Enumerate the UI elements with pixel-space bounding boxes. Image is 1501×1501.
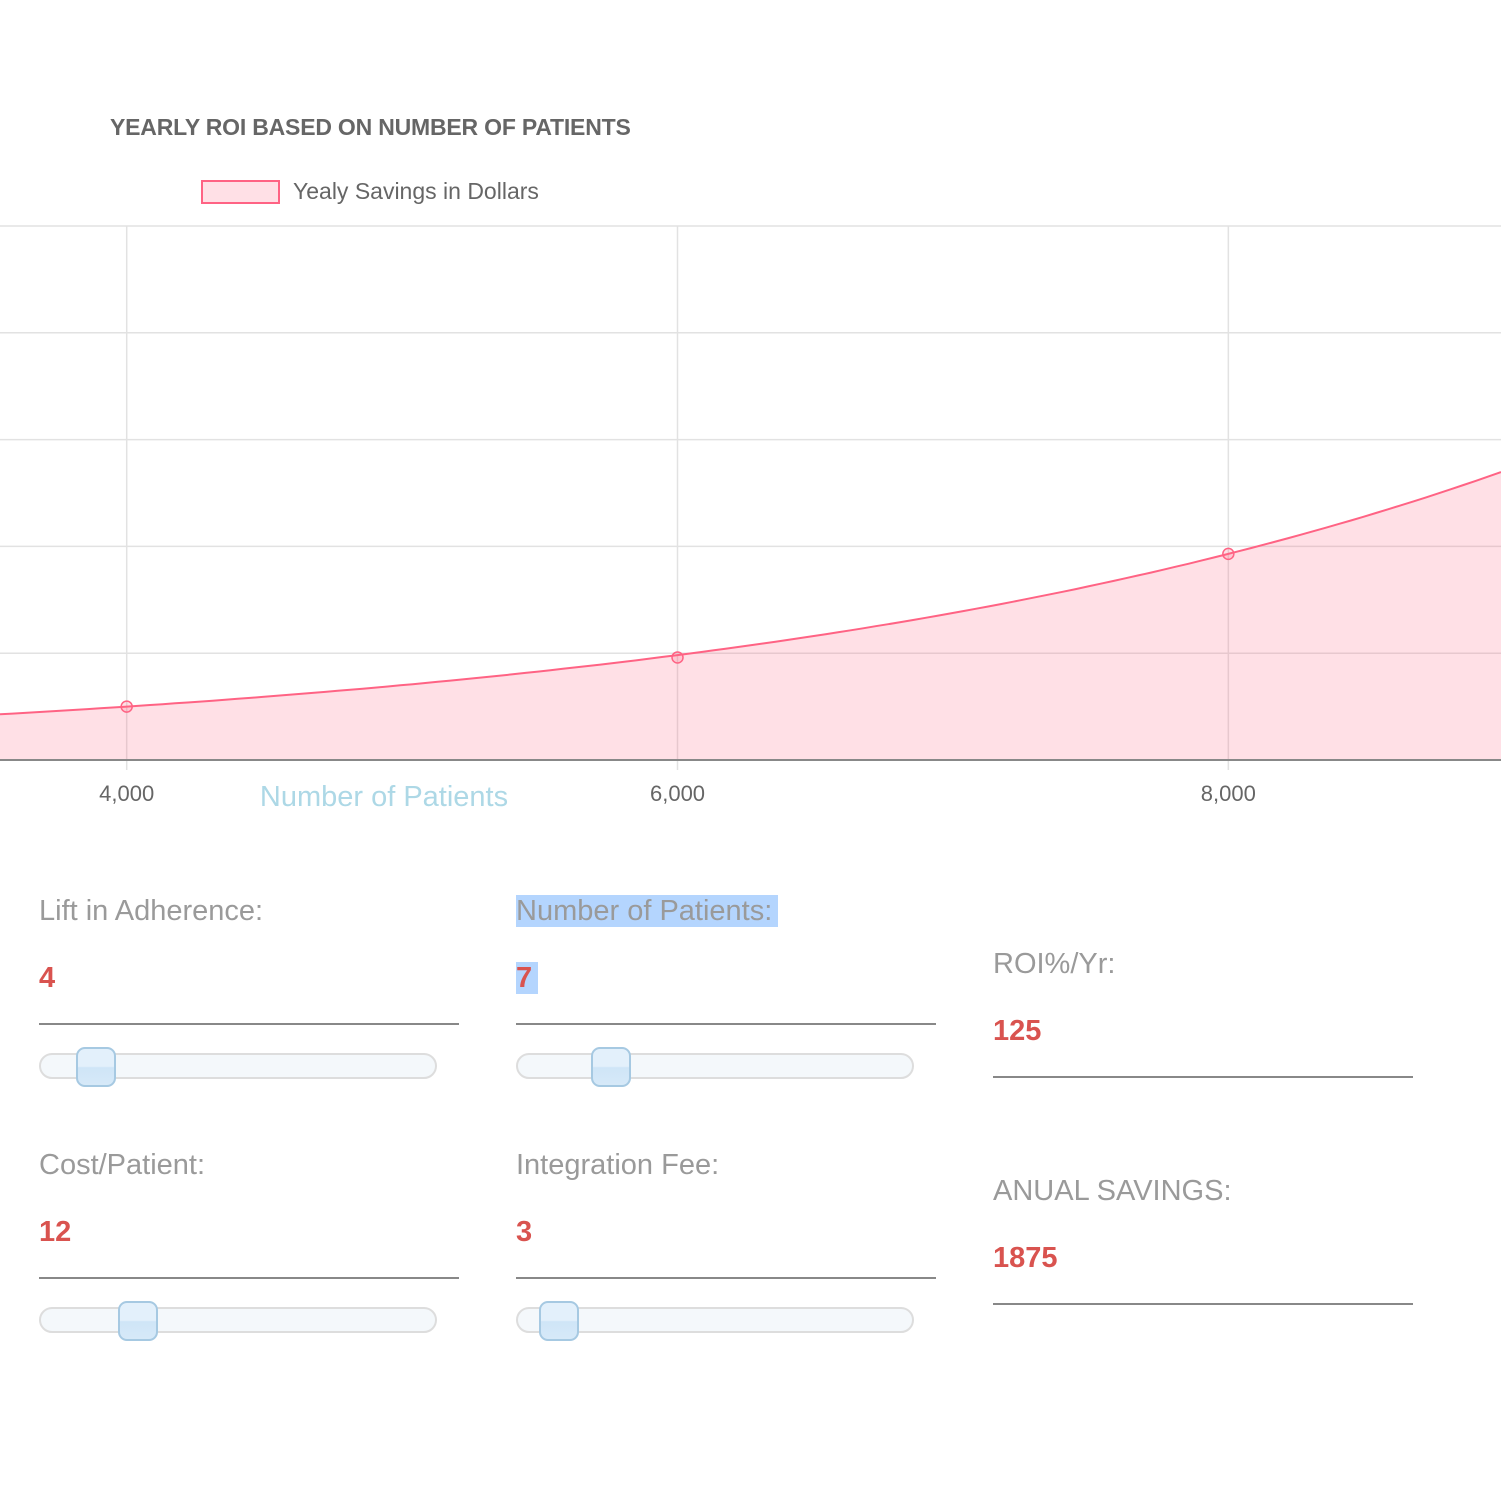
x-tick-labels: 4,000 6,000 8,000 <box>99 781 1256 806</box>
number-of-patients-control: Number of Patients: 7 <box>516 893 936 1087</box>
roi-divider <box>993 1076 1413 1078</box>
data-point[interactable] <box>671 651 684 664</box>
roi-value: 125 <box>993 1015 1042 1047</box>
integration-fee-slider-handle[interactable] <box>539 1301 580 1341</box>
savings-area-fill <box>0 472 1501 760</box>
number-of-patients-slider[interactable] <box>516 1047 914 1087</box>
roi-output: ROI%/Yr: 125 <box>993 946 1413 1078</box>
annual-savings-output: ANUAL SAVINGS: 1875 <box>993 1173 1413 1305</box>
annual-savings-value: 1875 <box>993 1242 1058 1274</box>
lift-in-adherence-control: Lift in Adherence: 4 <box>39 893 459 1087</box>
number-of-patients-slider-handle[interactable] <box>590 1047 631 1087</box>
lift-in-adherence-label: Lift in Adherence: <box>39 895 264 927</box>
chart-title: YEARLY ROI BASED ON NUMBER OF PATIENTS <box>110 114 631 140</box>
data-point[interactable] <box>1222 547 1235 561</box>
roi-label: ROI%/Yr: <box>993 948 1116 980</box>
lift-in-adherence-slider-handle[interactable] <box>76 1047 117 1087</box>
annual-savings-divider <box>993 1303 1413 1305</box>
number-of-patients-label-row: Number of Patients: <box>516 893 936 929</box>
number-of-patients-value: 7 <box>516 962 539 994</box>
x-tick-label: 8,000 <box>1201 781 1256 806</box>
x-tick-label: 4,000 <box>99 781 154 806</box>
integration-fee-label: Integration Fee: <box>516 1149 720 1181</box>
number-of-patients-value-row: 7 <box>516 960 936 996</box>
legend-swatch[interactable] <box>201 179 280 204</box>
roi-chart: 4,000 6,000 8,000 Number of Patients <box>0 225 1501 813</box>
number-of-patients-label: Number of Patients: <box>516 895 779 927</box>
integration-fee-divider <box>516 1277 936 1279</box>
lift-in-adherence-value: 4 <box>39 962 56 994</box>
cost-per-patient-label: Cost/Patient: <box>39 1149 206 1181</box>
annual-savings-label: ANUAL SAVINGS: <box>993 1175 1232 1207</box>
x-tick-label: 6,000 <box>650 781 705 806</box>
cost-per-patient-divider <box>39 1277 459 1279</box>
legend-label[interactable]: Yealy Savings in Dollars <box>293 178 539 204</box>
lift-in-adherence-slider[interactable] <box>39 1047 437 1087</box>
chart-legend[interactable]: Yealy Savings in Dollars <box>201 178 539 205</box>
cost-per-patient-value: 12 <box>39 1216 72 1248</box>
data-point[interactable] <box>120 700 133 713</box>
integration-fee-slider[interactable] <box>516 1301 914 1341</box>
data-points <box>120 547 1235 713</box>
cost-per-patient-control: Cost/Patient: 12 <box>39 1147 459 1341</box>
integration-fee-control: Integration Fee: 3 <box>516 1147 936 1341</box>
integration-fee-value: 3 <box>516 1216 533 1248</box>
savings-line <box>0 471 1501 716</box>
cost-per-patient-slider[interactable] <box>39 1301 437 1341</box>
lift-in-adherence-divider <box>39 1023 459 1025</box>
cost-per-patient-slider-handle[interactable] <box>117 1301 158 1341</box>
x-axis-title: Number of Patients <box>260 781 508 813</box>
number-of-patients-divider <box>516 1023 936 1025</box>
